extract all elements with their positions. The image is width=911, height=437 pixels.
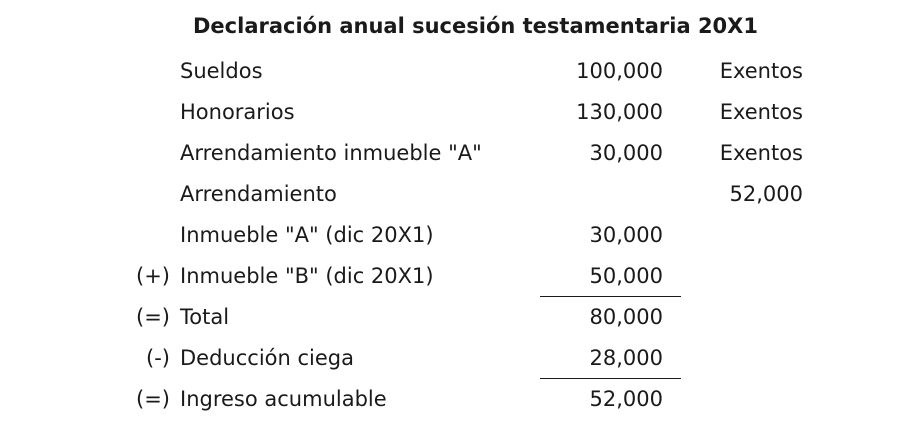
row-label: Total <box>180 305 230 329</box>
row-operator: (-) <box>146 346 170 370</box>
subtotal-rule <box>540 296 681 297</box>
row-operator: (=) <box>136 387 170 411</box>
row-amount: 130,000 <box>576 100 663 124</box>
row-label: Honorarios <box>180 100 295 124</box>
table-row: (-) Deducción ciega 28,000 <box>0 338 911 379</box>
row-label: Arrendamiento <box>180 182 337 206</box>
table-row: Inmueble "A" (dic 20X1) 30,000 <box>0 215 911 256</box>
row-operator: (=) <box>136 305 170 329</box>
row-label: Ingreso acumulable <box>180 387 387 411</box>
total-rule <box>540 378 681 379</box>
table-row: (+) Inmueble "B" (dic 20X1) 50,000 <box>0 256 911 297</box>
document-title: Declaración anual sucesión testamentaria… <box>193 14 758 38</box>
table-row: Arrendamiento inmueble "A" 30,000 Exento… <box>0 133 911 174</box>
row-amount: 30,000 <box>589 141 663 165</box>
row-amount: 50,000 <box>589 264 663 288</box>
table-row: (=) Ingreso acumulable 52,000 <box>0 379 911 420</box>
row-amount: 80,000 <box>589 305 663 329</box>
row-status: Exentos <box>719 100 803 124</box>
row-label: Sueldos <box>180 59 263 83</box>
row-status: Exentos <box>719 141 803 165</box>
table-row: (=) Total 80,000 <box>0 297 911 338</box>
table-row: Arrendamiento 52,000 <box>0 174 911 215</box>
row-status: 52,000 <box>729 182 803 206</box>
row-amount: 28,000 <box>589 346 663 370</box>
row-operator: (+) <box>136 264 170 288</box>
row-label: Deducción ciega <box>180 346 354 370</box>
row-label: Arrendamiento inmueble "A" <box>180 141 482 165</box>
table-row: Sueldos 100,000 Exentos <box>0 51 911 92</box>
row-amount: 100,000 <box>576 59 663 83</box>
row-label: Inmueble "A" (dic 20X1) <box>180 223 434 247</box>
table-row: Honorarios 130,000 Exentos <box>0 92 911 133</box>
row-status: Exentos <box>719 59 803 83</box>
row-amount: 30,000 <box>589 223 663 247</box>
row-amount: 52,000 <box>589 387 663 411</box>
row-label: Inmueble "B" (dic 20X1) <box>180 264 434 288</box>
